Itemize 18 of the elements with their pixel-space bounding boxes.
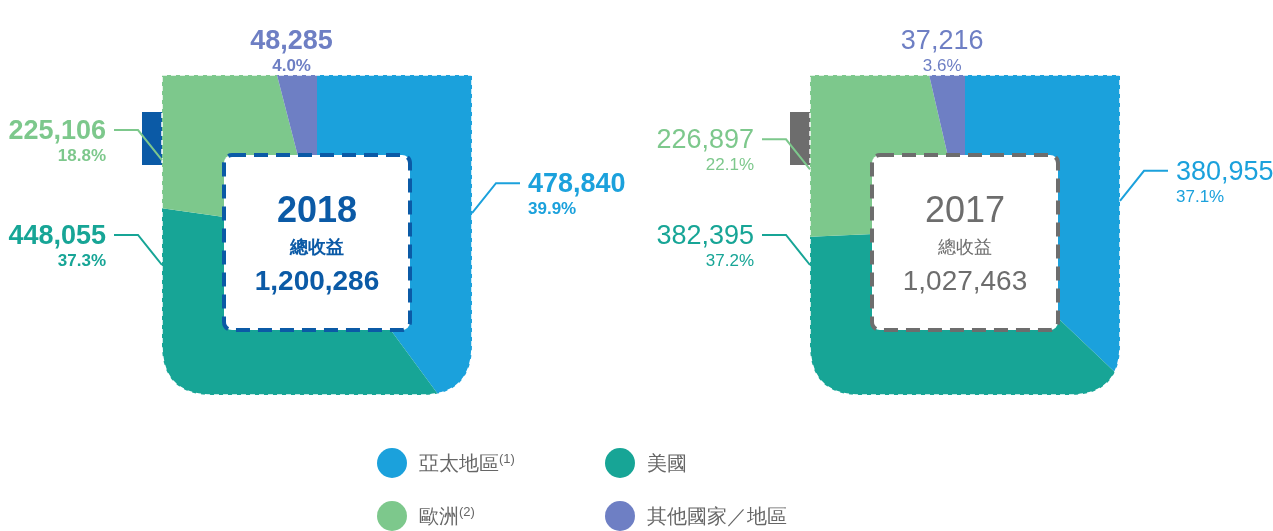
legend-label: 歐洲$^{(2)}$ [419,503,475,527]
text: 總收益 [289,237,344,257]
data-label: 382,395 37.2% [656,220,754,270]
data-label: 448,055 37.3% [8,220,106,270]
text: 2018 [276,189,358,230]
text: 1,200,286 [254,265,380,296]
legend-label: 其他國家／地區 [647,505,787,527]
data-label: 478,840 39.9% [528,168,626,219]
text: 1,027,463 [902,265,1028,296]
data-label: 225,106 18.8% [8,115,106,166]
data-label: 37,216 3.6% [900,25,984,75]
legend-label: 亞太地區$^{(1)}$ [419,450,515,474]
data-label: 48,285 4.0% [250,25,333,75]
text: 2017 [924,189,1006,230]
data-label: 226,897 22.1% [656,124,754,175]
text: 總收益 [937,237,992,257]
legend-label: 美國 [647,452,687,474]
data-label: 380,955 37.1% [1176,155,1273,206]
